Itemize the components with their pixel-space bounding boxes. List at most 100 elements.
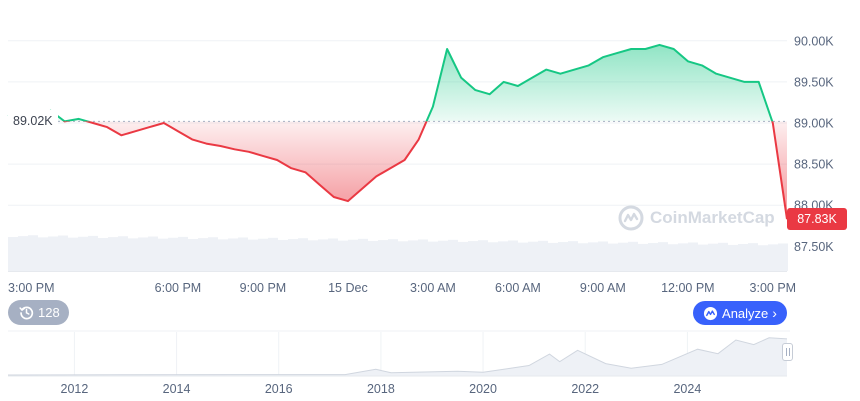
volume-bar [298, 238, 308, 271]
data-point [644, 47, 647, 50]
volume-bar [318, 239, 328, 271]
x-tick-label: 6:00 AM [495, 281, 541, 295]
volume-bar [348, 239, 358, 271]
volume-bar [168, 237, 178, 271]
volume-bar [78, 236, 88, 271]
data-point [77, 117, 80, 120]
data-point [389, 167, 392, 170]
x-tick-label: 3:00 AM [410, 281, 456, 295]
volume-bar [668, 244, 678, 271]
analyze-button[interactable]: Analyze › [693, 301, 787, 325]
chevron-right-icon: › [772, 305, 777, 321]
volume-bar [458, 241, 468, 271]
data-point [233, 148, 236, 151]
navigator-tick-label: 2022 [571, 382, 599, 396]
volume-bar [448, 239, 458, 271]
data-point [573, 68, 576, 71]
data-point [672, 47, 675, 50]
volume-bar [588, 242, 598, 271]
volume-bar [388, 239, 398, 271]
volume-bar [378, 240, 388, 271]
volume-bar [628, 241, 638, 271]
volume-bar [618, 242, 628, 271]
volume-bar [28, 235, 38, 271]
data-point [247, 150, 250, 153]
navigator[interactable]: 2012 2014 2016 2018 2020 2022 2024 [7, 332, 788, 396]
volume-bar [738, 244, 748, 271]
watermark: CoinMarketCap [618, 205, 775, 231]
data-point [219, 144, 222, 147]
watermark-text: CoinMarketCap [650, 208, 775, 227]
volume-bar [238, 237, 248, 271]
volume-bar [258, 238, 268, 271]
data-point [474, 89, 477, 92]
y-tick-label: 89.00K [794, 117, 834, 131]
navigator-tick-label: 2018 [367, 382, 395, 396]
history-counter-value: 128 [38, 305, 60, 320]
volume-bar [558, 242, 568, 271]
volume-bar [768, 244, 778, 271]
volume-bar [708, 243, 718, 271]
volume-bar [18, 236, 28, 271]
navigator-line [7, 337, 788, 376]
volume-bar [218, 239, 228, 271]
data-point [205, 142, 208, 145]
data-point [771, 121, 774, 124]
volume-bar [248, 239, 258, 271]
navigator-tick-label: 2012 [61, 382, 89, 396]
data-point [431, 105, 434, 108]
volume-bar [488, 242, 498, 271]
data-point [261, 154, 264, 157]
volume-bar [398, 241, 408, 271]
data-point [148, 126, 151, 129]
volume-bar [718, 242, 728, 271]
volume-bar [8, 237, 18, 271]
data-point [601, 56, 604, 59]
navigator-tick-label: 2016 [265, 382, 293, 396]
volume-bar [68, 237, 78, 271]
data-point [276, 158, 279, 161]
volume-bar [338, 240, 348, 271]
x-tick-label: 9:00 AM [580, 281, 626, 295]
volume-bar [518, 242, 528, 271]
volume-bar [598, 241, 608, 271]
volume-bar [38, 237, 48, 271]
volume-bar [658, 242, 668, 271]
volume-bar [778, 243, 788, 271]
volume-bar [638, 243, 648, 271]
navigator-area [8, 337, 787, 376]
y-tick-label: 87.50K [794, 240, 834, 254]
x-tick-label: 15 Dec [328, 281, 368, 295]
volume-bars [8, 235, 788, 271]
data-point [134, 130, 137, 133]
volume-bar [278, 239, 288, 271]
data-point [502, 80, 505, 83]
volume-bar [678, 243, 688, 271]
price-area [8, 44, 787, 220]
volume-bar [568, 241, 578, 271]
volume-bar [538, 240, 548, 271]
history-counter-button[interactable]: 128 [8, 300, 69, 325]
y-tick-label: 88.50K [794, 158, 834, 172]
volume-bar [528, 241, 538, 271]
analyze-button-label: Analyze [722, 305, 769, 321]
x-tick-label: 12:00 PM [661, 281, 715, 295]
data-point [729, 76, 732, 79]
volume-bar [608, 243, 618, 271]
volume-bar [508, 240, 518, 271]
data-point [488, 93, 491, 96]
data-point [304, 171, 307, 174]
volume-bar [748, 243, 758, 271]
navigator-drag-handle[interactable] [782, 343, 793, 361]
data-point [417, 138, 420, 141]
x-tick-label: 9:00 PM [240, 281, 287, 295]
volume-bar [368, 240, 378, 271]
data-point [120, 134, 123, 137]
data-point [715, 72, 718, 75]
data-point [615, 52, 618, 55]
volume-bar [548, 242, 558, 271]
volume-bar [118, 236, 128, 271]
volume-bar [88, 235, 98, 271]
volume-bar [148, 236, 158, 271]
